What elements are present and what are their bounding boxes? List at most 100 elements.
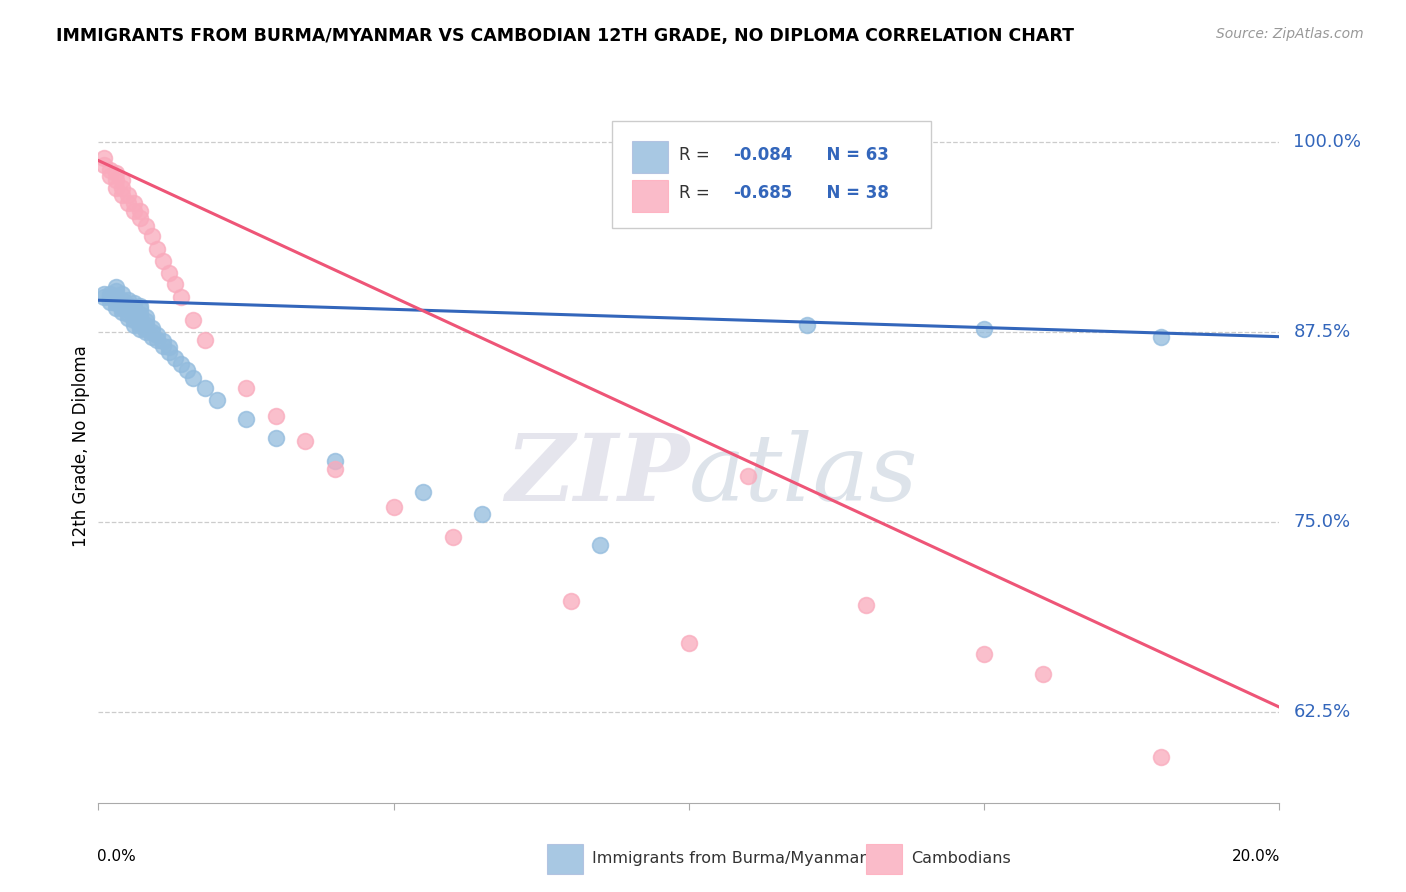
- Point: [98, 294, 121, 309]
- Point: [157, 266, 180, 280]
- Point: [176, 363, 198, 377]
- FancyBboxPatch shape: [612, 121, 931, 228]
- Point: [181, 313, 204, 327]
- Point: [111, 298, 134, 312]
- Point: [128, 318, 150, 332]
- Point: [146, 242, 169, 256]
- Point: [122, 296, 145, 310]
- Point: [111, 305, 134, 319]
- Point: [111, 181, 134, 195]
- Point: [105, 288, 128, 302]
- Text: R =: R =: [679, 146, 716, 164]
- Point: [181, 370, 204, 384]
- Point: [98, 287, 121, 301]
- Point: [128, 203, 150, 218]
- Point: [93, 287, 115, 301]
- Point: [105, 301, 128, 315]
- Point: [128, 299, 150, 313]
- Point: [122, 305, 145, 319]
- Point: [165, 351, 187, 365]
- Point: [560, 594, 582, 608]
- Point: [1032, 666, 1054, 681]
- Text: 62.5%: 62.5%: [1294, 703, 1351, 721]
- Point: [105, 279, 128, 293]
- FancyBboxPatch shape: [633, 180, 668, 212]
- Point: [1150, 329, 1173, 343]
- Point: [111, 293, 134, 308]
- Point: [264, 409, 287, 423]
- Point: [589, 538, 612, 552]
- Text: N = 63: N = 63: [815, 146, 889, 164]
- Point: [128, 322, 150, 336]
- Point: [737, 469, 759, 483]
- Text: -0.685: -0.685: [733, 185, 792, 202]
- Text: 87.5%: 87.5%: [1294, 323, 1351, 341]
- Point: [128, 310, 150, 324]
- Point: [294, 434, 316, 449]
- Point: [98, 290, 121, 304]
- Point: [146, 333, 169, 347]
- Text: ZIP: ZIP: [505, 430, 689, 519]
- FancyBboxPatch shape: [547, 844, 582, 874]
- Point: [157, 344, 180, 359]
- Point: [105, 181, 128, 195]
- Point: [117, 302, 139, 317]
- Point: [135, 219, 157, 233]
- Point: [117, 307, 139, 321]
- Point: [111, 301, 134, 315]
- Text: R =: R =: [679, 185, 716, 202]
- Y-axis label: 12th Grade, No Diploma: 12th Grade, No Diploma: [72, 345, 90, 547]
- Point: [105, 173, 128, 187]
- Point: [93, 151, 115, 165]
- Point: [157, 340, 180, 354]
- Point: [141, 329, 163, 343]
- Point: [93, 290, 115, 304]
- Point: [264, 431, 287, 445]
- Point: [122, 309, 145, 323]
- Point: [170, 357, 193, 371]
- Point: [165, 277, 187, 291]
- Point: [122, 196, 145, 211]
- Point: [122, 318, 145, 332]
- Point: [973, 647, 995, 661]
- Point: [111, 173, 134, 187]
- Point: [135, 310, 157, 324]
- Point: [128, 302, 150, 317]
- Point: [122, 301, 145, 315]
- Point: [323, 462, 346, 476]
- Point: [105, 296, 128, 310]
- Text: -0.084: -0.084: [733, 146, 792, 164]
- Point: [135, 325, 157, 339]
- Point: [98, 169, 121, 183]
- Text: atlas: atlas: [689, 430, 918, 519]
- FancyBboxPatch shape: [866, 844, 901, 874]
- Point: [194, 333, 217, 347]
- Point: [170, 290, 193, 304]
- Point: [471, 508, 494, 522]
- Point: [235, 411, 257, 425]
- FancyBboxPatch shape: [633, 141, 668, 173]
- Point: [111, 287, 134, 301]
- Text: IMMIGRANTS FROM BURMA/MYANMAR VS CAMBODIAN 12TH GRADE, NO DIPLOMA CORRELATION CH: IMMIGRANTS FROM BURMA/MYANMAR VS CAMBODI…: [56, 27, 1074, 45]
- Point: [128, 211, 150, 226]
- Point: [117, 188, 139, 202]
- Point: [146, 328, 169, 343]
- Point: [135, 318, 157, 332]
- Point: [205, 393, 228, 408]
- Text: 75.0%: 75.0%: [1294, 513, 1351, 531]
- Point: [117, 298, 139, 312]
- Point: [128, 314, 150, 328]
- Point: [323, 454, 346, 468]
- Point: [105, 292, 128, 306]
- Point: [128, 307, 150, 321]
- Point: [194, 381, 217, 395]
- Point: [235, 381, 257, 395]
- Point: [135, 314, 157, 328]
- Point: [855, 599, 877, 613]
- Point: [796, 318, 818, 332]
- Point: [105, 284, 128, 298]
- Text: N = 38: N = 38: [815, 185, 889, 202]
- Text: 20.0%: 20.0%: [1232, 849, 1281, 864]
- Point: [122, 313, 145, 327]
- Point: [105, 166, 128, 180]
